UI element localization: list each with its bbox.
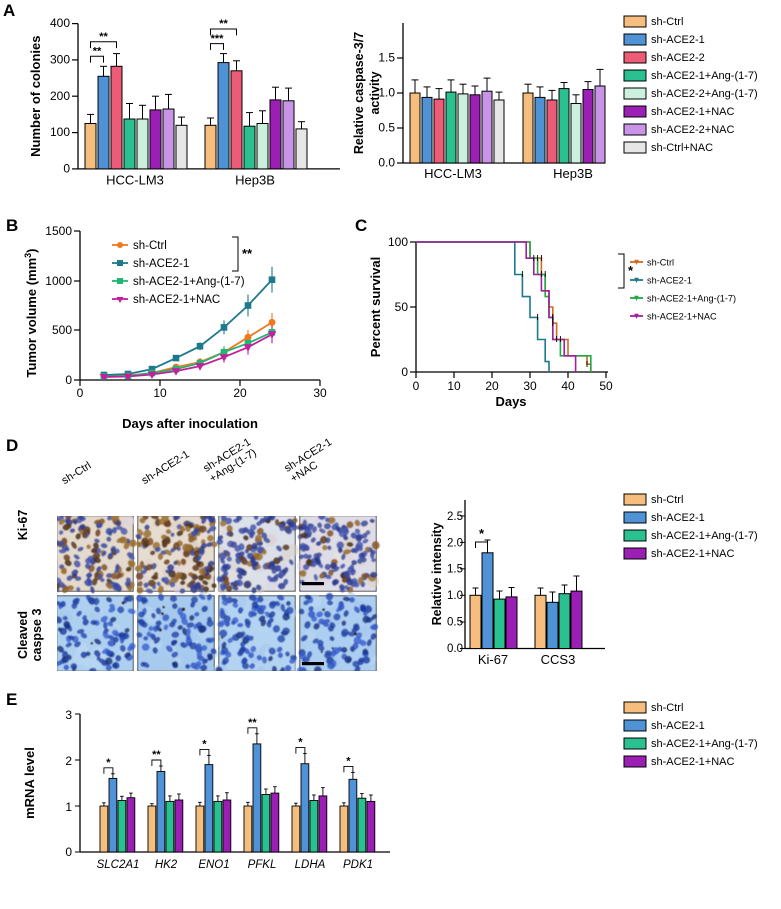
svg-text:sh-ACE2-1+Ang-(1-7): sh-ACE2-1+Ang-(1-7) [651, 530, 758, 542]
svg-text:sh-Ctrl: sh-Ctrl [647, 258, 674, 268]
svg-text:0: 0 [65, 373, 72, 387]
svg-text:200: 200 [50, 89, 70, 103]
svg-text:sh-ACE2-1+Ang-(1-7): sh-ACE2-1+Ang-(1-7) [651, 70, 758, 82]
svg-text:***: *** [211, 33, 225, 45]
svg-text:0: 0 [63, 162, 70, 176]
svg-text:sh-ACE2-1+NAC: sh-ACE2-1+NAC [651, 548, 735, 560]
svg-text:HK2: HK2 [155, 859, 178, 871]
svg-text:**: ** [152, 749, 161, 761]
svg-text:PFKL: PFKL [248, 859, 277, 871]
svg-text:HCC-LM3: HCC-LM3 [106, 172, 164, 187]
svg-text:*: * [346, 755, 351, 767]
svg-text:sh-Ctrl: sh-Ctrl [651, 494, 683, 506]
svg-text:30: 30 [523, 379, 537, 393]
svg-text:Relative intensity: Relative intensity [430, 523, 444, 626]
svg-text:CCS3: CCS3 [541, 652, 576, 667]
svg-text:sh-ACE2-1+NAC: sh-ACE2-1+NAC [651, 106, 735, 118]
svg-text:sh-ACE2-1: sh-ACE2-1 [651, 512, 705, 524]
svg-text:sh-Ctrl: sh-Ctrl [133, 240, 167, 252]
svg-text:Hep3B: Hep3B [235, 172, 275, 187]
svg-text:*: * [298, 737, 303, 749]
svg-text:Relative caspase-3/7: Relative caspase-3/7 [352, 32, 366, 154]
svg-text:2.0: 2.0 [447, 537, 463, 549]
svg-text:PDK1: PDK1 [343, 859, 373, 871]
svg-text:100: 100 [388, 235, 408, 249]
svg-text:400: 400 [50, 16, 70, 30]
svg-text:50: 50 [599, 379, 613, 393]
svg-text:LDHA: LDHA [295, 859, 326, 871]
svg-text:0: 0 [65, 845, 72, 859]
svg-text:*: * [628, 263, 634, 278]
svg-text:**: ** [248, 717, 257, 729]
svg-text:0: 0 [401, 365, 408, 379]
svg-text:Days after inoculation: Days after inoculation [122, 416, 258, 431]
svg-text:40: 40 [561, 379, 575, 393]
svg-text:10: 10 [447, 379, 461, 393]
svg-text:0.5: 0.5 [378, 121, 395, 135]
svg-text:*: * [202, 738, 207, 750]
svg-text:**: ** [219, 18, 228, 30]
svg-text:0.0: 0.0 [378, 156, 395, 170]
svg-text:1.5: 1.5 [378, 51, 395, 65]
svg-text:2: 2 [65, 754, 72, 768]
svg-text:100: 100 [50, 125, 70, 139]
svg-text:0: 0 [413, 379, 420, 393]
svg-text:300: 300 [50, 53, 70, 67]
svg-text:1.0: 1.0 [447, 590, 463, 602]
svg-text:20: 20 [485, 379, 499, 393]
svg-text:activity: activity [368, 71, 382, 114]
svg-text:sh-ACE2-1+Ang-(1-7): sh-ACE2-1+Ang-(1-7) [651, 738, 758, 750]
svg-text:sh-Ctrl+NAC: sh-Ctrl+NAC [651, 142, 713, 154]
svg-text:sh-Ctrl: sh-Ctrl [651, 16, 683, 28]
svg-text:1.5: 1.5 [447, 564, 463, 576]
svg-text:1500: 1500 [45, 224, 72, 238]
svg-text:50: 50 [395, 300, 409, 314]
svg-text:sh-ACE2-1+Ang-(1-7): sh-ACE2-1+Ang-(1-7) [647, 294, 736, 304]
svg-text:sh-ACE2-2+Ang-(1-7): sh-ACE2-2+Ang-(1-7) [651, 88, 758, 100]
svg-text:500: 500 [52, 323, 72, 337]
svg-text:sh-Ctrl: sh-Ctrl [651, 702, 683, 714]
svg-text:sh-ACE2-1+NAC: sh-ACE2-1+NAC [647, 312, 717, 322]
svg-text:ENO1: ENO1 [198, 859, 229, 871]
svg-text:sh-ACE2-1: sh-ACE2-1 [133, 258, 189, 270]
svg-text:Ki-67: Ki-67 [478, 652, 508, 667]
svg-text:**: ** [99, 31, 108, 43]
svg-text:sh-ACE2-2: sh-ACE2-2 [651, 52, 705, 64]
svg-text:sh-ACE2-1+NAC: sh-ACE2-1+NAC [651, 756, 735, 768]
svg-text:sh-ACE2-1: sh-ACE2-1 [651, 720, 705, 732]
svg-text:sh-ACE2-1: sh-ACE2-1 [651, 34, 705, 46]
svg-text:Hep3B: Hep3B [553, 166, 593, 181]
svg-text:**: ** [93, 46, 102, 58]
svg-text:*: * [106, 757, 111, 769]
svg-text:2.5: 2.5 [447, 511, 463, 523]
svg-text:mRNA level: mRNA level [22, 747, 37, 819]
svg-text:sh-ACE2-1: sh-ACE2-1 [647, 276, 692, 286]
svg-text:sh-ACE2-2+NAC: sh-ACE2-2+NAC [651, 124, 735, 136]
svg-text:sh-ACE2-1+Ang-(1-7): sh-ACE2-1+Ang-(1-7) [133, 276, 245, 288]
svg-text:Number of colonies: Number of colonies [28, 36, 43, 157]
svg-text:1000: 1000 [45, 274, 72, 288]
svg-text:**: ** [242, 246, 253, 261]
svg-text:*: * [479, 526, 485, 541]
svg-text:20: 20 [233, 386, 247, 400]
svg-text:HCC-LM3: HCC-LM3 [424, 166, 482, 181]
svg-text:sh-ACE2-1+NAC: sh-ACE2-1+NAC [133, 294, 220, 306]
svg-text:1: 1 [65, 800, 72, 814]
svg-text:10: 10 [153, 386, 167, 400]
svg-text:Tumor volume (mm3): Tumor volume (mm3) [23, 248, 39, 377]
svg-text:0: 0 [77, 386, 84, 400]
svg-text:SLC2A1: SLC2A1 [97, 859, 140, 871]
svg-text:3: 3 [65, 708, 72, 722]
svg-text:Percent survival: Percent survival [368, 257, 383, 357]
svg-text:Days: Days [495, 394, 526, 409]
